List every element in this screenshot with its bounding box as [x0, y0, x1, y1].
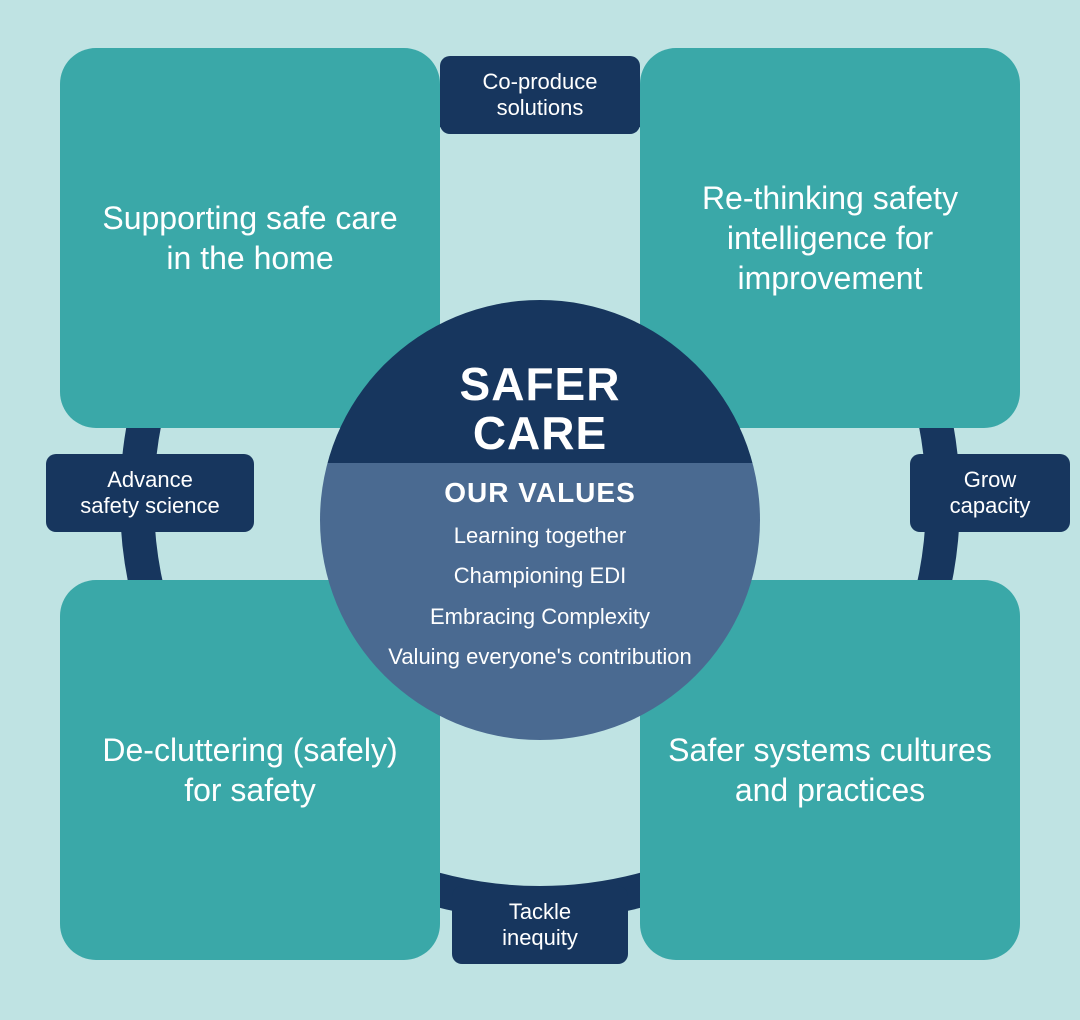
pill-bottom: Tackle inequity — [452, 886, 628, 964]
pill-line1: Advance — [80, 467, 219, 493]
values-heading: OUR VALUES — [444, 477, 636, 509]
pill-line2: capacity — [950, 493, 1031, 519]
corner-label: Supporting safe care in the home — [88, 198, 412, 278]
pill-top: Co-produce solutions — [440, 56, 640, 134]
center-title-line1: SAFER — [460, 360, 621, 408]
center-title-line2: CARE — [460, 409, 621, 457]
pill-line1: Grow — [950, 467, 1031, 493]
pill-line2: solutions — [483, 95, 598, 121]
value-item-1: Championing EDI — [424, 563, 656, 589]
center-title: SAFER CARE — [460, 360, 621, 457]
value-item-0: Learning together — [424, 523, 656, 549]
infographic-canvas: Supporting safe care in the home Re-thin… — [0, 0, 1080, 1020]
pill-line2: safety science — [80, 493, 219, 519]
corner-label: Safer systems cultures and practices — [668, 730, 992, 810]
pill-right: Grow capacity — [910, 454, 1070, 532]
corner-label: De-cluttering (safely) for safety — [88, 730, 412, 810]
corner-label: Re-thinking safety intelligence for impr… — [668, 178, 992, 298]
pill-line1: Tackle — [502, 899, 578, 925]
value-item-2: Embracing Complexity — [400, 604, 680, 630]
pill-line2: inequity — [502, 925, 578, 951]
pill-left: Advance safety science — [46, 454, 254, 532]
value-item-3: Valuing everyone's contribution — [358, 644, 721, 670]
pill-line1: Co-produce — [483, 69, 598, 95]
center-circle: SAFER CARE OUR VALUES Learning together … — [320, 300, 760, 740]
